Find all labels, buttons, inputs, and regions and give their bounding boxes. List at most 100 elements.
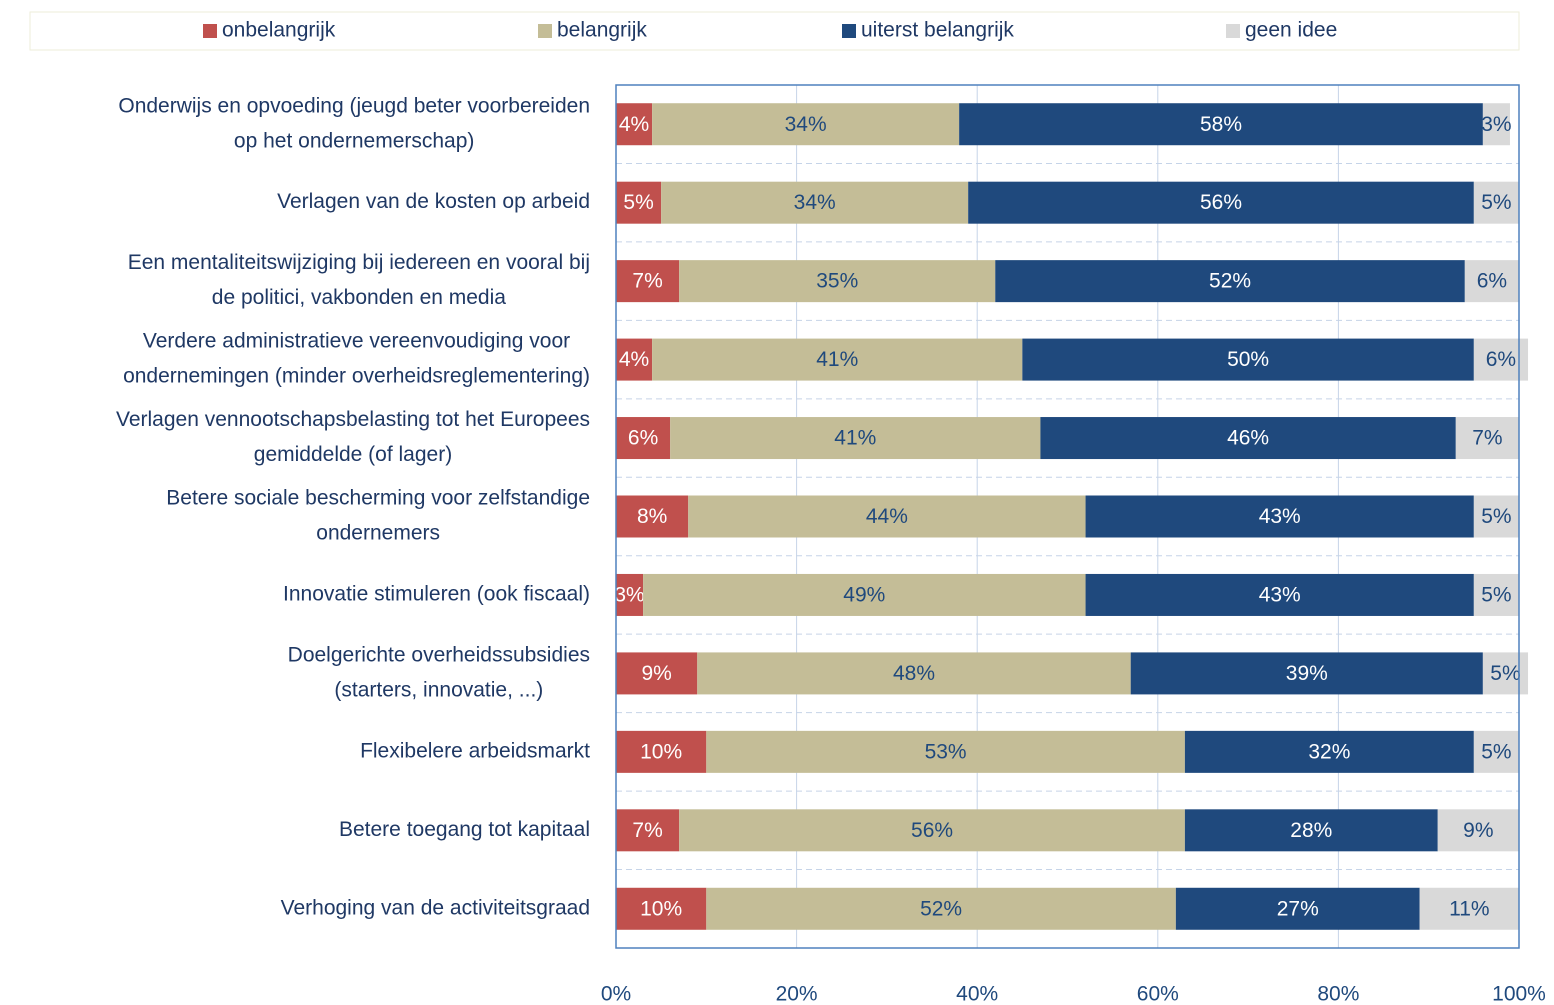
bar-segment — [1022, 338, 1474, 381]
value-label: 5% — [623, 191, 653, 214]
value-label: 4% — [619, 348, 649, 371]
x-tick-label: 60% — [1137, 983, 1179, 1005]
bar-segment — [679, 260, 996, 303]
category-label: ondernemingen (minder overheidsreglement… — [123, 365, 590, 388]
value-label: 5% — [1490, 662, 1520, 685]
bar-segment — [1175, 887, 1420, 930]
bar-segment — [616, 260, 680, 303]
value-label: 41% — [816, 348, 858, 371]
legend-swatch — [538, 24, 552, 38]
value-label: 7% — [1472, 427, 1502, 450]
x-tick-label: 40% — [956, 983, 998, 1005]
value-label: 49% — [843, 584, 885, 607]
category-label: (starters, innovatie, ...) — [334, 678, 543, 701]
value-label: 32% — [1308, 740, 1350, 763]
value-label: 3% — [1481, 113, 1511, 136]
bar-segment — [616, 417, 671, 460]
bar-segment — [959, 103, 1483, 146]
value-label: 6% — [1477, 270, 1507, 293]
category-label: Doelgerichte overheidssubsidies — [288, 643, 590, 666]
legend-swatch — [203, 24, 217, 38]
value-label: 34% — [785, 113, 827, 136]
bar-segment — [968, 181, 1474, 224]
bar-segment — [616, 495, 689, 538]
bar-segment — [661, 181, 969, 224]
category-label: Verlagen van de kosten op arbeid — [277, 190, 590, 213]
bar-segment — [616, 652, 698, 695]
bar-segment — [995, 260, 1465, 303]
bar-segment — [643, 573, 1086, 616]
x-tick-label: 0% — [601, 983, 631, 1005]
value-label: 48% — [893, 662, 935, 685]
x-tick-label: 20% — [776, 983, 818, 1005]
bar-segment — [697, 652, 1131, 695]
plot-border — [615, 84, 1520, 949]
category-label: Een mentaliteitswijziging bij iedereen e… — [128, 251, 590, 274]
x-tick-label: 100% — [1492, 983, 1546, 1005]
bar-segment — [616, 181, 662, 224]
value-label: 52% — [920, 897, 962, 920]
category-label: Innovatie stimuleren (ook fiscaal) — [283, 583, 590, 606]
bar-segment — [1184, 730, 1474, 773]
value-label: 43% — [1259, 584, 1301, 607]
legend-label: geen idee — [1245, 19, 1337, 42]
value-label: 5% — [1481, 191, 1511, 214]
bar-segment — [1473, 181, 1519, 224]
legend-label: onbelangrijk — [222, 19, 336, 42]
category-label: Verlagen vennootschapsbelasting tot het … — [116, 408, 590, 431]
category-label: gemiddelde (of lager) — [254, 443, 452, 466]
value-label: 39% — [1286, 662, 1328, 685]
bar-segment — [616, 887, 707, 930]
bar-segment — [1464, 260, 1519, 303]
bar-segment — [1473, 730, 1519, 773]
bar-segment — [616, 103, 653, 146]
value-label: 53% — [925, 740, 967, 763]
bar-segment — [616, 338, 653, 381]
value-label: 56% — [1200, 191, 1242, 214]
bar-segment — [1040, 417, 1456, 460]
bar-segment — [670, 417, 1041, 460]
value-label: 5% — [1481, 584, 1511, 607]
category-label: Verhoging van de activiteitsgraad — [281, 896, 590, 919]
value-label: 10% — [640, 897, 682, 920]
bar-segment — [652, 103, 960, 146]
bar-segment — [616, 730, 707, 773]
value-label: 8% — [637, 505, 667, 528]
bar-segment — [1482, 103, 1510, 146]
legend-box — [29, 11, 1520, 51]
value-label: 58% — [1200, 113, 1242, 136]
bar-segment — [679, 809, 1185, 852]
value-label: 46% — [1227, 427, 1269, 450]
legend-label: belangrijk — [557, 19, 647, 42]
value-label: 56% — [911, 819, 953, 842]
value-label: 11% — [1449, 897, 1489, 920]
value-label: 9% — [1463, 819, 1493, 842]
value-label: 43% — [1259, 505, 1301, 528]
bar-segment — [1085, 573, 1474, 616]
value-label: 7% — [632, 270, 662, 293]
category-label: Betere sociale bescherming voor zelfstan… — [166, 487, 590, 510]
value-label: 9% — [641, 662, 671, 685]
bar-segment — [1473, 495, 1519, 538]
value-label: 27% — [1277, 897, 1319, 920]
bar-segment — [1473, 573, 1519, 616]
value-label: 4% — [619, 113, 649, 136]
bar-segment — [1437, 809, 1519, 852]
value-label: 5% — [1481, 740, 1511, 763]
value-label: 34% — [794, 191, 836, 214]
category-label: op het ondernemerschap) — [234, 129, 475, 152]
bar-segment — [688, 495, 1086, 538]
value-label: 5% — [1481, 505, 1511, 528]
bar-segment — [1455, 417, 1519, 460]
bar-segment — [652, 338, 1023, 381]
bar-segment — [616, 573, 644, 616]
bar-segment — [1085, 495, 1474, 538]
value-label: 44% — [866, 505, 908, 528]
bar-segment — [616, 809, 680, 852]
bar-segment — [706, 730, 1185, 773]
legend-label: uiterst belangrijk — [861, 19, 1014, 42]
legend-swatch — [842, 24, 856, 38]
bar-segment — [1130, 652, 1483, 695]
legend-swatch — [1226, 24, 1240, 38]
